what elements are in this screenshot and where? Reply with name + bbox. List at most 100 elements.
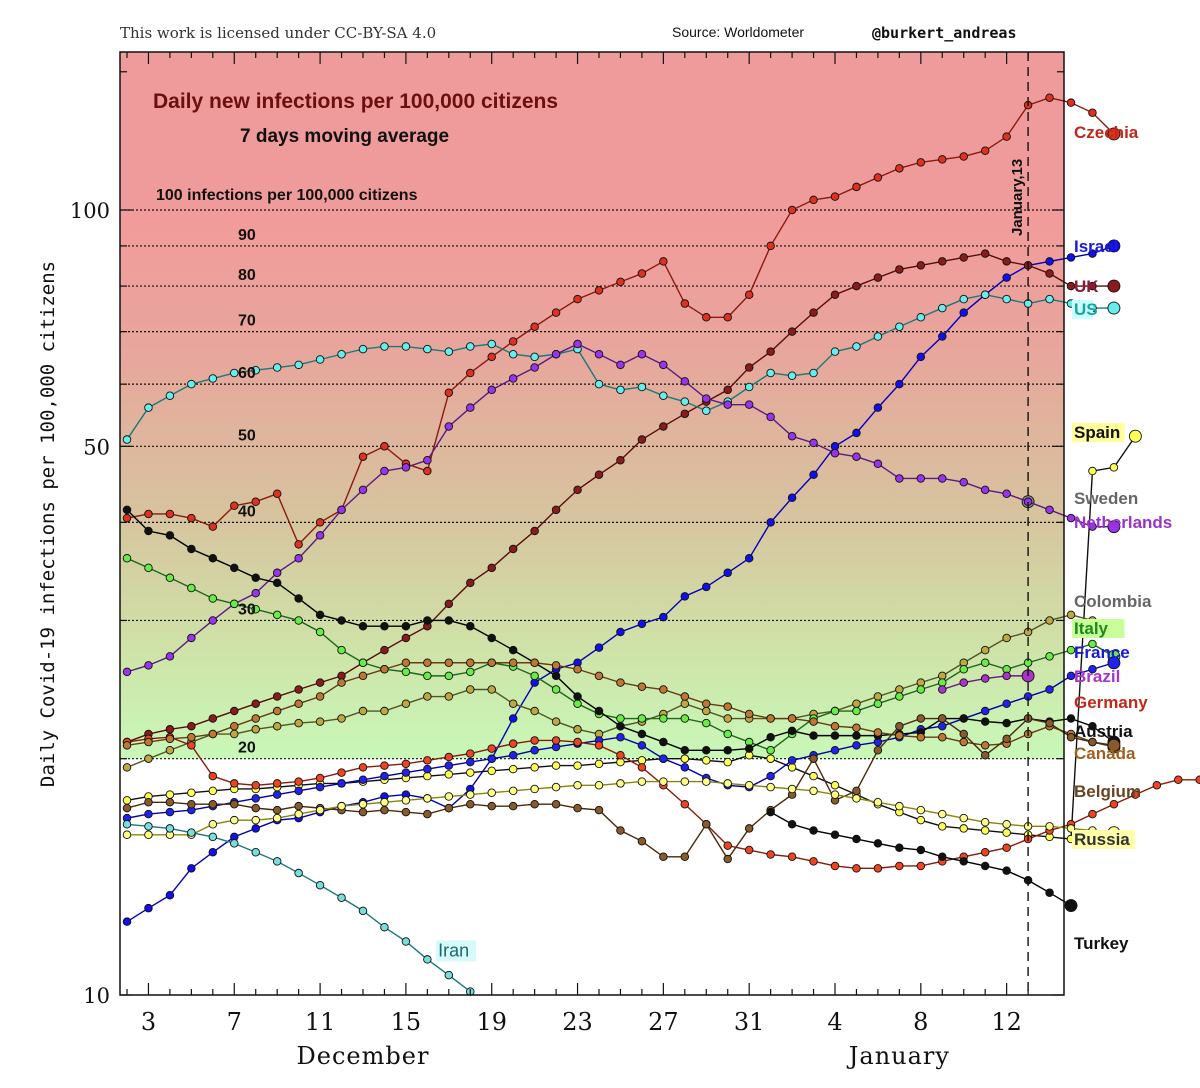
source-text: Source: Worldometer [672, 24, 805, 40]
inline-label-iran: Iran [438, 940, 469, 960]
point-czechia [315, 518, 325, 527]
point-israel [852, 428, 861, 438]
point-austria [702, 746, 711, 755]
point-france [337, 779, 346, 788]
point-austria [165, 531, 175, 540]
point-canada [272, 706, 282, 716]
reference-label-80: 80 [238, 267, 256, 284]
legend-label-france: France [1074, 643, 1130, 662]
point-italy [358, 658, 368, 668]
point-belgium [938, 714, 947, 723]
point-iran [401, 937, 411, 946]
point-italy [702, 718, 711, 728]
point-germany [852, 864, 861, 873]
legend-highlight-russia [1072, 830, 1135, 849]
reference-label-20: 20 [238, 740, 256, 757]
point-canada [702, 699, 711, 708]
point-germany [787, 852, 797, 862]
point-belgium [144, 798, 153, 807]
reference-label-60: 60 [238, 365, 256, 382]
point-france [787, 756, 797, 765]
point-germany [315, 773, 325, 783]
point-russia [380, 798, 389, 807]
point-russia [122, 830, 132, 840]
point-us [487, 339, 496, 349]
point-iran [122, 820, 132, 829]
x-tick-label-3: 3 [141, 1008, 156, 1036]
today-label: January,13 [1009, 159, 1026, 236]
point-russia [551, 782, 561, 792]
point-canada [208, 729, 218, 739]
point-colombia [358, 706, 368, 716]
point-israel [144, 903, 153, 913]
point-uk [444, 599, 454, 609]
point-iran [165, 824, 175, 833]
point-belgium [423, 809, 432, 819]
point-germany [487, 744, 496, 753]
point-germany [766, 850, 775, 859]
point-france [680, 763, 690, 772]
point-netherlands [294, 554, 303, 563]
reference-label-30: 30 [238, 601, 256, 618]
point-austria [787, 726, 797, 736]
point-netherlands [466, 403, 475, 412]
point-russia [916, 805, 926, 815]
point-austria [744, 744, 754, 753]
point-colombia [466, 685, 475, 694]
point-italy [830, 706, 840, 716]
point-us [1002, 294, 1011, 304]
point-canada [165, 734, 175, 744]
point-italy [466, 667, 475, 677]
point-czechia [573, 294, 582, 304]
point-colombia [873, 692, 883, 701]
point-us [702, 406, 711, 415]
point-netherlands [809, 438, 818, 448]
point-belgium [1066, 732, 1076, 742]
point-austria [487, 633, 496, 643]
point-brazil [1002, 671, 1011, 681]
chart-text: 100 infections per 100,000 citizens 90 80 7… [37, 90, 1172, 1070]
point-canada [659, 685, 668, 694]
point-us [830, 347, 840, 356]
point-us [444, 347, 454, 356]
point-israel [702, 582, 711, 592]
point-spain [573, 761, 582, 770]
point-austria [980, 717, 990, 726]
point-russia [272, 813, 282, 823]
point-czechia [702, 313, 711, 322]
point-colombia [723, 714, 732, 723]
point-italy [208, 594, 218, 603]
point-italy [230, 599, 239, 609]
point-uk [895, 265, 904, 274]
point-uk [1107, 279, 1121, 293]
legend-label-belgium: Belgium [1074, 782, 1141, 801]
point-austria [830, 731, 840, 740]
point-canada [444, 658, 454, 668]
point-us [508, 350, 518, 359]
point-netherlands [487, 385, 496, 395]
point-turkey [1045, 888, 1054, 897]
point-canada [916, 732, 926, 742]
legend-label-us: US [1074, 300, 1098, 319]
point-germany [358, 763, 368, 772]
point-israel [594, 643, 604, 652]
point-belgium [380, 805, 389, 815]
point-russia [659, 777, 668, 786]
point-israel [1107, 239, 1121, 253]
point-us [616, 385, 625, 395]
point-netherlands [938, 474, 947, 483]
point-russia [573, 781, 582, 790]
x-tick-label-27: 27 [648, 1008, 679, 1036]
zone-mid [120, 210, 1064, 759]
point-russia [1002, 820, 1011, 829]
point-russia [208, 820, 218, 829]
point-belgium [594, 805, 604, 815]
point-germany [380, 761, 389, 770]
point-czechia [938, 155, 947, 164]
point-netherlands [315, 531, 325, 540]
point-canada [616, 678, 625, 687]
point-germany [508, 739, 518, 748]
point-us [895, 322, 904, 332]
point-iran [358, 906, 368, 916]
point-us [401, 342, 411, 351]
